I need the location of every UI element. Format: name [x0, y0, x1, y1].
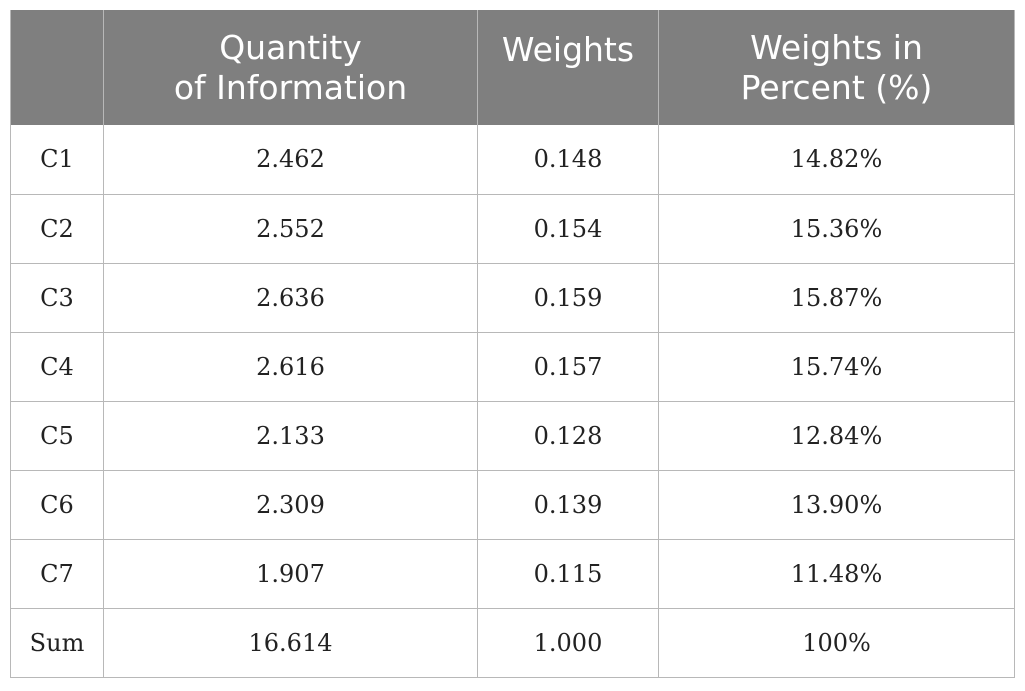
- weights-table: Quantity of Information Weights Weights …: [10, 10, 1015, 678]
- criterion-cell: C1: [10, 125, 104, 195]
- weight-cell: 0.139: [477, 469, 659, 540]
- weight-cell: 0.154: [477, 193, 659, 264]
- criterion-cell: C7: [10, 538, 104, 609]
- header-label-line2: of Information: [173, 67, 408, 107]
- quantity-cell: 2.133: [103, 400, 478, 471]
- criterion-cell: C4: [10, 331, 104, 402]
- table-body: C1 2.462 0.148 14.82% C2 2.552 0.154 15.…: [10, 125, 1015, 678]
- header-label-line2: Percent (%): [740, 67, 933, 107]
- header-label-line1: Quantity: [219, 27, 362, 67]
- criterion-cell: C3: [10, 262, 104, 333]
- percent-cell: 15.36%: [658, 193, 1015, 264]
- quantity-cell: 2.309: [103, 469, 478, 540]
- quantity-cell: 16.614: [103, 607, 478, 678]
- weight-cell: 0.159: [477, 262, 659, 333]
- quantity-cell: 1.907: [103, 538, 478, 609]
- criterion-cell: C5: [10, 400, 104, 471]
- percent-cell: 100%: [658, 607, 1015, 678]
- header-label-line1: Weights: [501, 30, 635, 69]
- header-row: Quantity of Information Weights Weights …: [10, 10, 1015, 125]
- header-cell-quantity-of-information: Quantity of Information: [103, 10, 478, 125]
- table-row: C1 2.462 0.148 14.82%: [10, 125, 1015, 195]
- weight-cell: 0.148: [477, 125, 659, 195]
- table-row: C4 2.616 0.157 15.74%: [10, 331, 1015, 402]
- percent-cell: 15.74%: [658, 331, 1015, 402]
- quantity-cell: 2.616: [103, 331, 478, 402]
- criterion-cell: C6: [10, 469, 104, 540]
- weight-cell: 1.000: [477, 607, 659, 678]
- quantity-cell: 2.636: [103, 262, 478, 333]
- header-cell-weights-percent: Weights in Percent (%): [658, 10, 1015, 125]
- percent-cell: 12.84%: [658, 400, 1015, 471]
- criterion-cell: C2: [10, 193, 104, 264]
- table-row: C6 2.309 0.139 13.90%: [10, 469, 1015, 540]
- table-row: C3 2.636 0.159 15.87%: [10, 262, 1015, 333]
- quantity-cell: 2.462: [103, 125, 478, 195]
- header-cell-weights: Weights: [477, 10, 659, 125]
- quantity-cell: 2.552: [103, 193, 478, 264]
- weight-cell: 0.128: [477, 400, 659, 471]
- percent-cell: 15.87%: [658, 262, 1015, 333]
- table-row: C2 2.552 0.154 15.36%: [10, 193, 1015, 264]
- percent-cell: 13.90%: [658, 469, 1015, 540]
- percent-cell: 11.48%: [658, 538, 1015, 609]
- header-cell-criterion: [10, 10, 104, 125]
- weight-cell: 0.157: [477, 331, 659, 402]
- table-row: C7 1.907 0.115 11.48%: [10, 538, 1015, 609]
- criterion-cell: Sum: [10, 607, 104, 678]
- header-label-line1: Weights in: [750, 27, 923, 67]
- sum-row: Sum 16.614 1.000 100%: [10, 607, 1015, 678]
- table-header: Quantity of Information Weights Weights …: [10, 10, 1015, 125]
- percent-cell: 14.82%: [658, 125, 1015, 195]
- weight-cell: 0.115: [477, 538, 659, 609]
- table-row: C5 2.133 0.128 12.84%: [10, 400, 1015, 471]
